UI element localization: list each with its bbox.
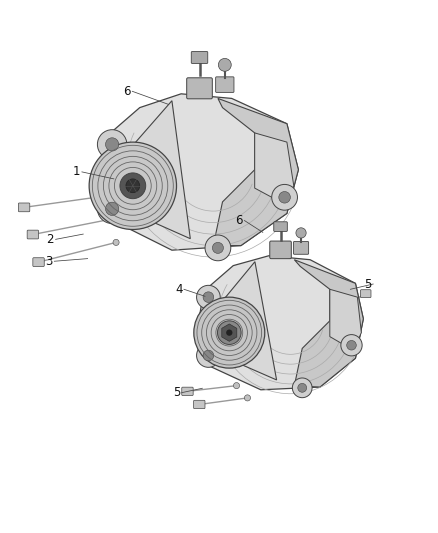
Text: 3: 3 [46,255,53,268]
Circle shape [205,235,231,261]
Circle shape [298,383,307,392]
FancyBboxPatch shape [215,77,234,92]
Text: 6: 6 [235,214,243,227]
Circle shape [203,350,214,361]
Polygon shape [205,262,277,380]
Circle shape [112,191,118,198]
Text: 1: 1 [73,165,81,179]
FancyBboxPatch shape [360,290,371,297]
Polygon shape [213,99,298,246]
Polygon shape [255,133,294,204]
Circle shape [233,383,240,389]
FancyBboxPatch shape [274,222,287,231]
FancyBboxPatch shape [18,203,30,212]
Circle shape [97,194,127,223]
Circle shape [279,191,290,203]
Polygon shape [200,256,364,390]
Circle shape [219,59,231,71]
Circle shape [203,292,214,303]
Text: 5: 5 [364,278,371,290]
Circle shape [244,395,251,401]
Text: 4: 4 [175,283,183,296]
Circle shape [226,329,233,336]
Circle shape [272,184,297,210]
Circle shape [293,378,312,398]
Polygon shape [330,289,361,350]
Circle shape [110,216,116,222]
FancyBboxPatch shape [182,387,193,395]
Polygon shape [107,101,190,239]
Circle shape [97,130,127,159]
Text: 2: 2 [46,233,54,246]
Circle shape [217,321,241,344]
FancyBboxPatch shape [194,400,205,409]
Circle shape [106,138,119,151]
Polygon shape [294,260,364,387]
Circle shape [120,173,146,199]
Circle shape [296,228,306,238]
Circle shape [344,301,350,307]
Circle shape [113,239,119,246]
Circle shape [197,285,220,309]
Text: 6: 6 [123,85,131,98]
FancyBboxPatch shape [270,241,291,259]
FancyBboxPatch shape [187,78,212,99]
Circle shape [197,344,220,367]
FancyBboxPatch shape [33,258,44,266]
Circle shape [212,243,223,253]
Polygon shape [101,94,298,250]
Circle shape [194,297,265,368]
Text: 5: 5 [173,386,180,399]
FancyBboxPatch shape [191,52,208,63]
Circle shape [89,142,177,230]
Circle shape [106,202,119,215]
FancyBboxPatch shape [293,241,309,254]
FancyBboxPatch shape [27,230,39,239]
Circle shape [341,335,362,356]
Circle shape [347,341,356,350]
Circle shape [126,179,140,193]
Polygon shape [222,324,237,341]
